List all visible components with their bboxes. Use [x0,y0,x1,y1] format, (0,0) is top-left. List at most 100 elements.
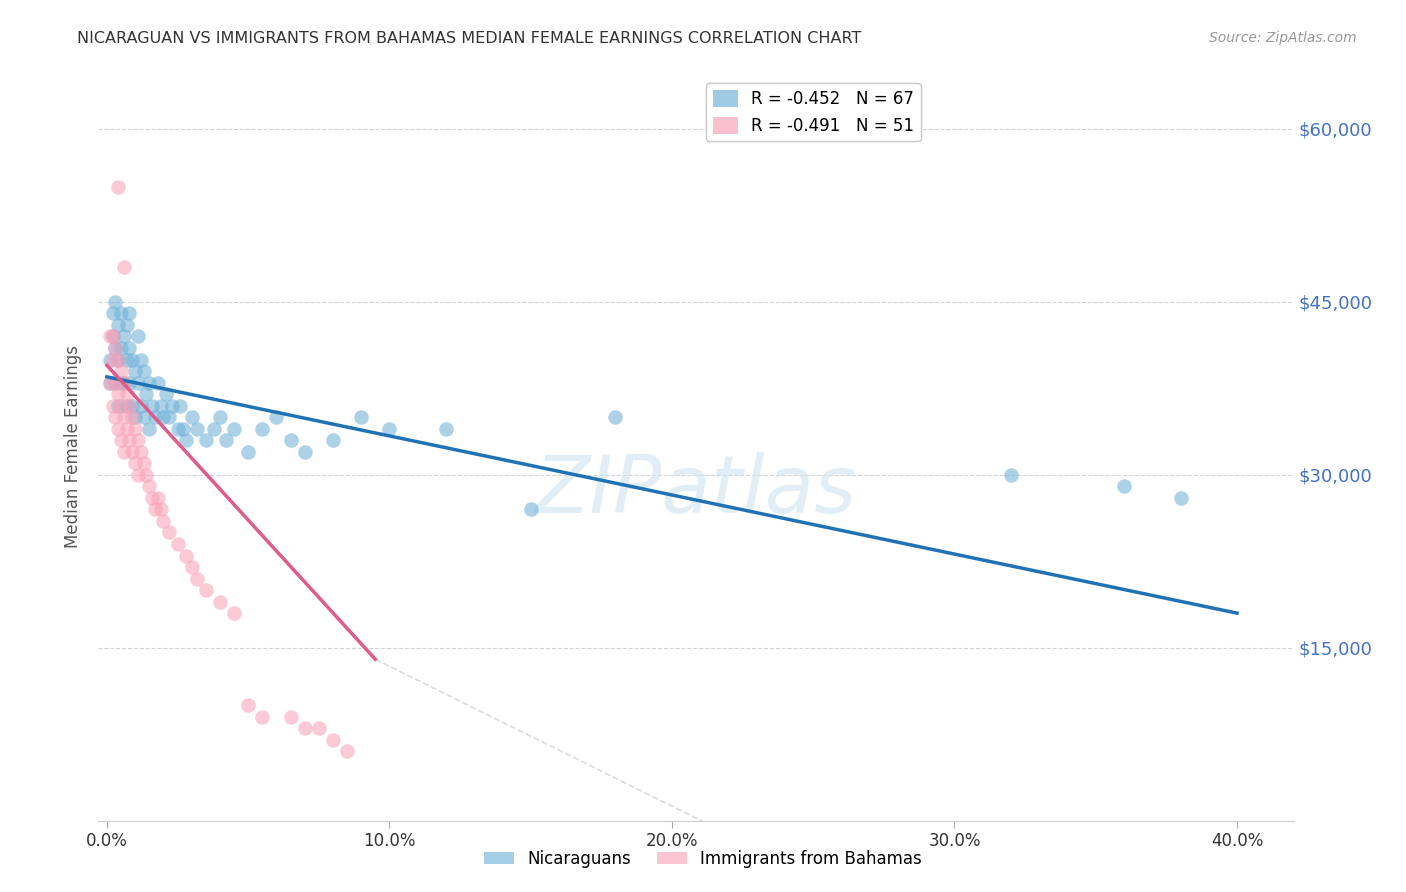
Point [121,444,143,458]
Point [104,294,127,309]
Point [110,364,132,378]
Legend: R = -0.452   N = 67, R = -0.491   N = 51: R = -0.452 N = 67, R = -0.491 N = 51 [706,84,921,142]
Point [98,376,121,390]
Point [280,434,302,448]
Point [112,329,135,343]
Y-axis label: Median Female Earnings: Median Female Earnings [65,344,83,548]
Point [132,364,155,378]
Point [132,410,155,425]
Point [110,399,132,413]
Point [112,376,135,390]
Point [180,410,202,425]
Point [127,329,149,343]
Text: ZIPatlas: ZIPatlas [534,452,858,530]
Point [138,422,160,436]
Point [115,422,138,436]
Point [124,422,146,436]
Point [98,376,121,390]
Point [118,399,141,413]
Point [138,479,160,493]
Text: Source: ZipAtlas.com: Source: ZipAtlas.com [1209,31,1357,45]
Point [104,376,127,390]
Point [107,399,129,413]
Point [180,560,202,574]
Point [1170,491,1192,505]
Point [174,549,197,563]
Point [141,491,163,505]
Point [107,387,129,401]
Point [115,399,138,413]
Point [127,434,149,448]
Point [124,456,146,470]
Point [146,376,169,390]
Point [157,410,180,425]
Point [121,352,143,367]
Point [208,594,231,608]
Point [336,744,359,758]
Point [98,352,121,367]
Point [186,572,208,586]
Point [107,422,129,436]
Point [112,444,135,458]
Point [112,376,135,390]
Point [252,710,274,724]
Point [110,376,132,390]
Point [1000,467,1022,482]
Point [98,329,121,343]
Point [194,583,217,598]
Point [104,341,127,355]
Point [143,410,166,425]
Point [124,364,146,378]
Point [266,410,288,425]
Point [378,422,401,436]
Point [104,341,127,355]
Point [138,376,160,390]
Point [238,698,260,713]
Point [519,502,541,516]
Point [104,410,127,425]
Point [118,306,141,320]
Legend: Nicaraguans, Immigrants from Bahamas: Nicaraguans, Immigrants from Bahamas [478,844,928,875]
Point [135,467,157,482]
Point [169,399,191,413]
Point [146,491,169,505]
Point [110,434,132,448]
Point [110,306,132,320]
Point [152,514,174,528]
Point [101,352,124,367]
Point [101,306,124,320]
Point [127,467,149,482]
Point [118,434,141,448]
Point [149,399,172,413]
Point [322,733,344,747]
Point [107,352,129,367]
Point [308,722,330,736]
Point [605,410,627,425]
Point [350,410,373,425]
Point [112,260,135,275]
Point [141,399,163,413]
Point [157,525,180,540]
Point [166,537,188,551]
Point [101,399,124,413]
Point [127,376,149,390]
Point [115,387,138,401]
Point [115,352,138,367]
Point [238,444,260,458]
Point [294,444,316,458]
Point [322,434,344,448]
Point [186,422,208,436]
Point [280,710,302,724]
Point [252,422,274,436]
Point [152,410,174,425]
Point [121,399,143,413]
Point [107,179,129,194]
Point [222,422,245,436]
Point [143,502,166,516]
Point [101,329,124,343]
Point [222,606,245,620]
Point [132,456,155,470]
Point [202,422,225,436]
Point [160,399,183,413]
Point [101,329,124,343]
